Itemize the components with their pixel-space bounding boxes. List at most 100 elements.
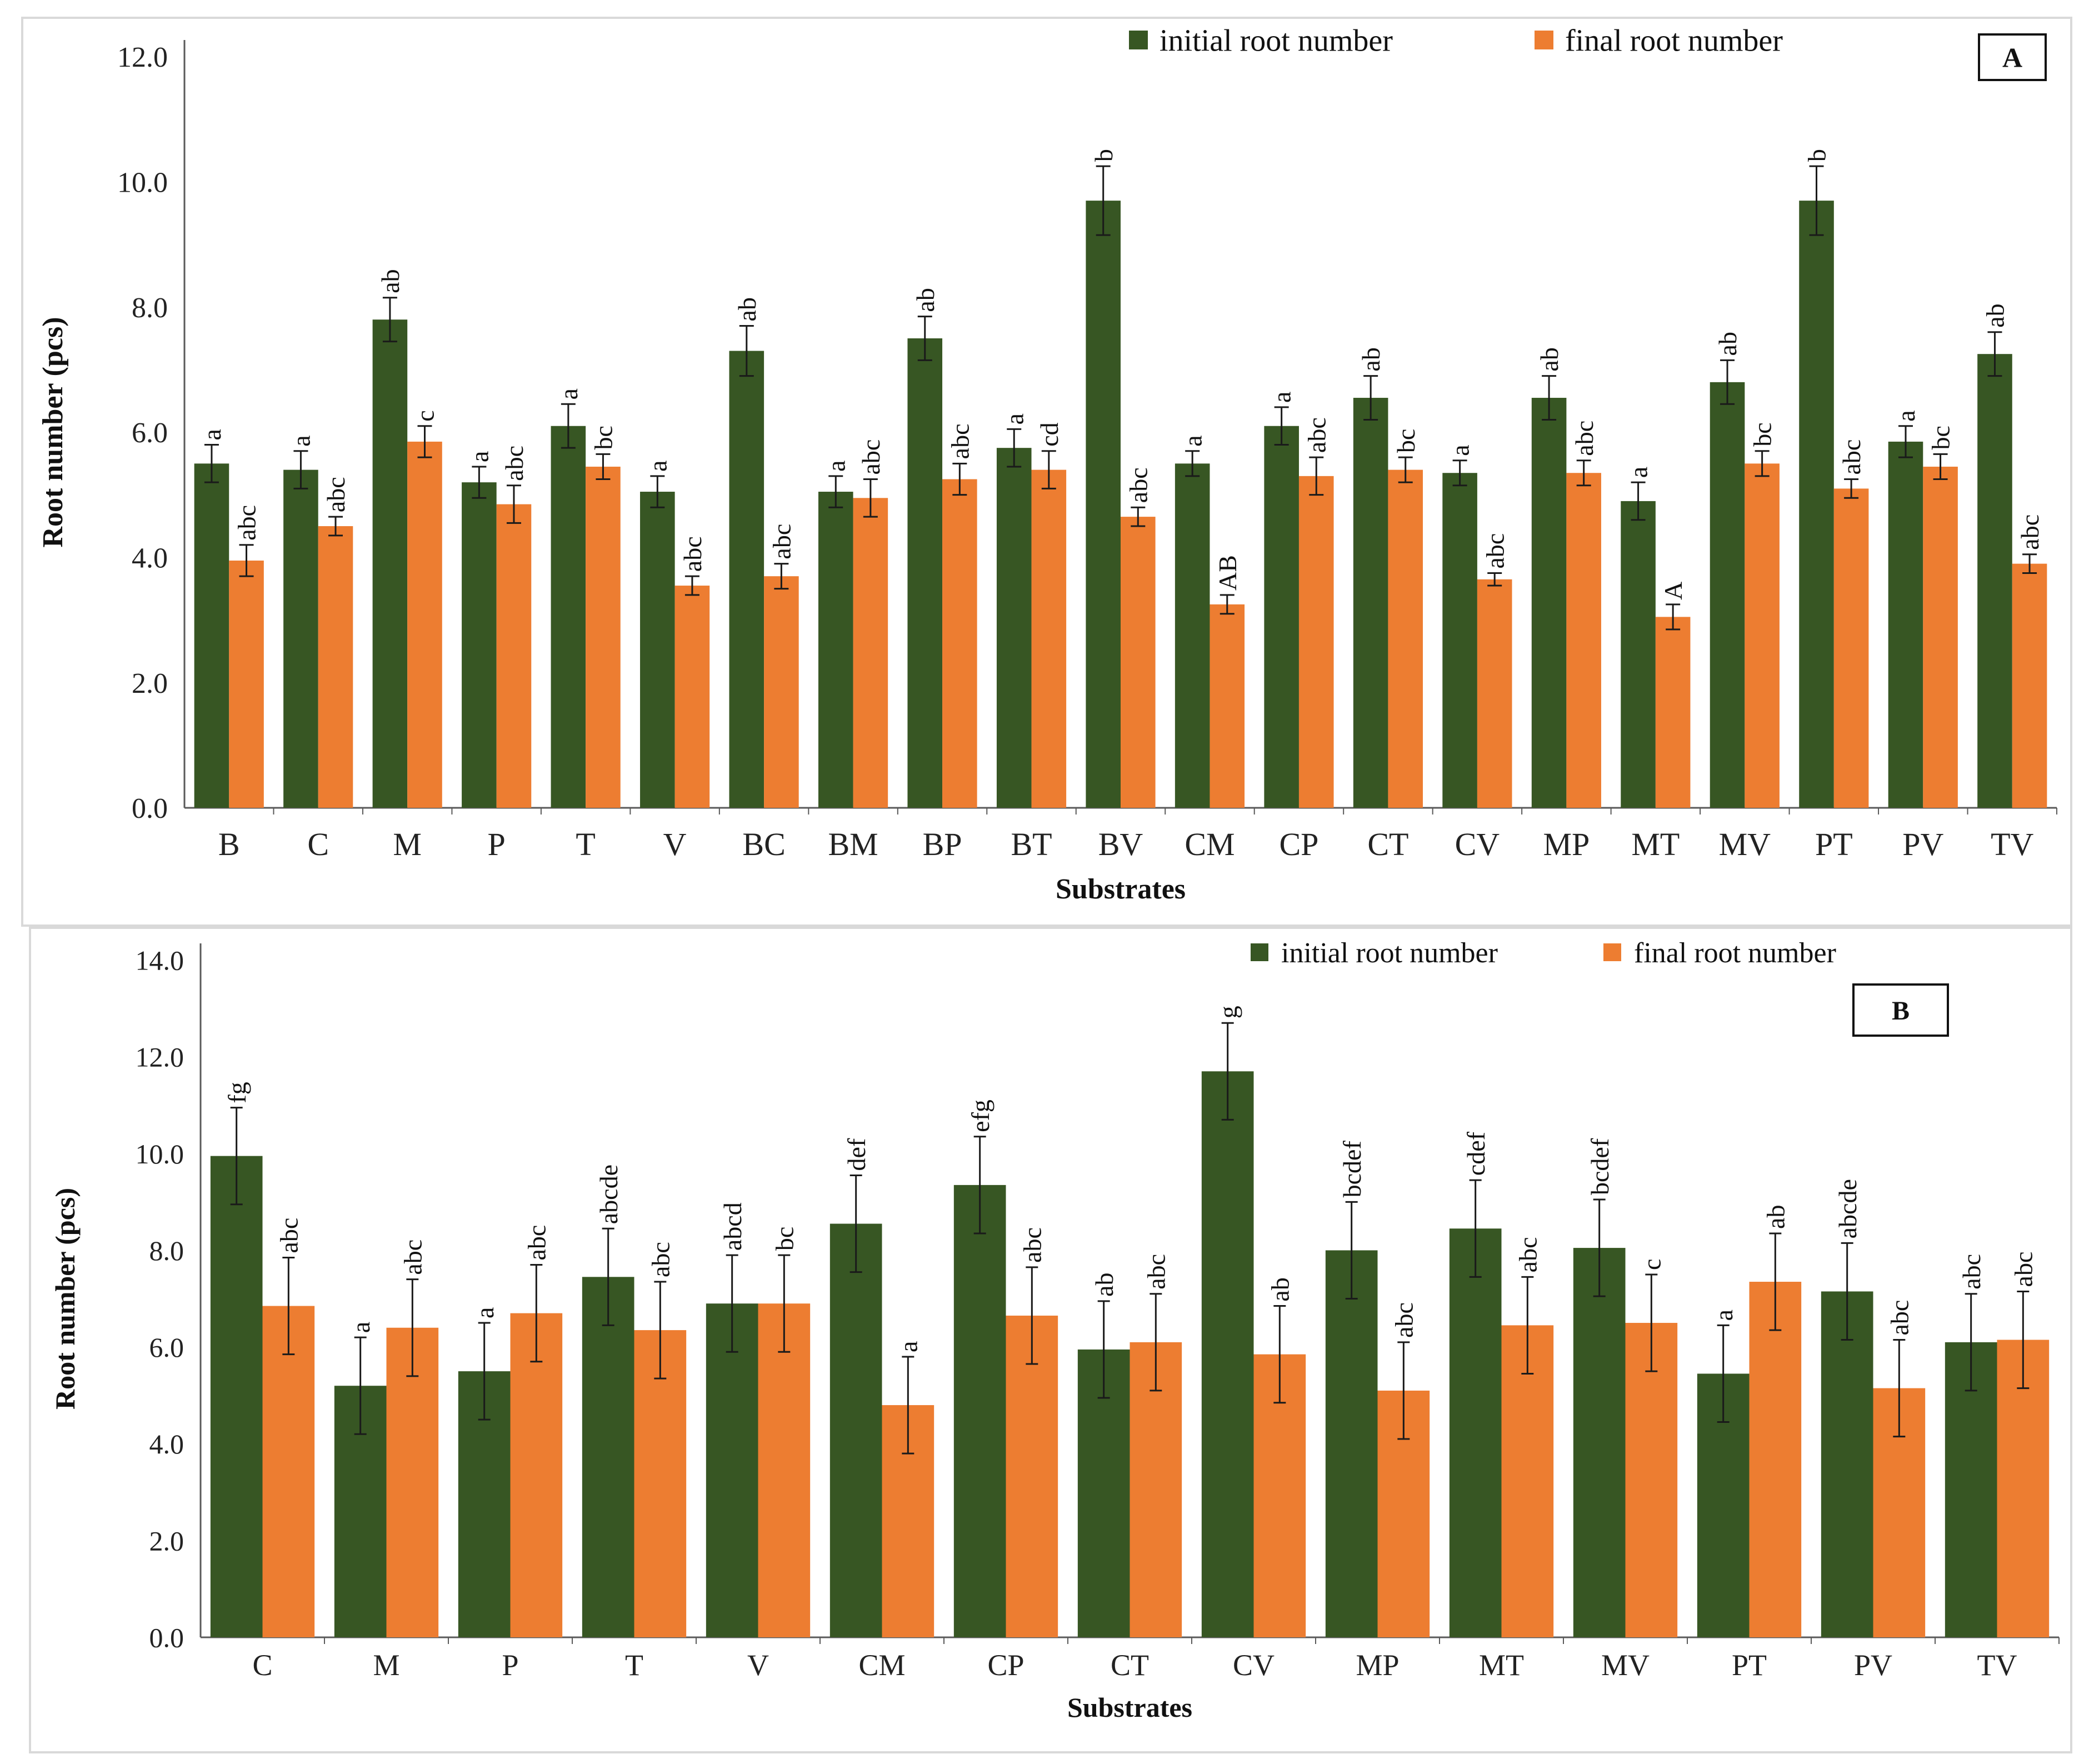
b-ytick-label: 12.0 — [136, 1042, 184, 1073]
b-sig-letter: abcd — [718, 1202, 747, 1251]
a-bar-final-bm — [853, 498, 888, 808]
b-legend-label-final: final root number — [1634, 937, 1836, 969]
b-panel-tag-label: B — [1892, 996, 1910, 1026]
a-bar-initial-t — [551, 426, 586, 808]
a-sig-letter: bc — [1392, 429, 1420, 453]
a-ytick-label: 12.0 — [117, 42, 168, 73]
a-bar-initial-ct — [1353, 398, 1388, 808]
b-sig-letter: cdef — [1462, 1131, 1490, 1176]
a-legend-label-initial: initial root number — [1160, 24, 1393, 58]
b-sig-letter: abc — [646, 1242, 674, 1277]
a-sig-letter: a — [643, 460, 672, 471]
a-xtick-label-pv: PV — [1902, 826, 1943, 862]
b-bar-final-pt — [1749, 1282, 1802, 1637]
b-x-axis-title: Substrates — [1067, 1692, 1192, 1723]
a-sig-letter: abc — [322, 477, 350, 512]
b-sig-letter: abcde — [594, 1165, 623, 1224]
b-sig-letter: a — [1710, 1310, 1738, 1321]
b-sig-letter: abc — [522, 1225, 551, 1261]
a-bar-final-pt — [1833, 488, 1869, 808]
chart-b-svg: 0.02.04.06.08.010.012.014.0CfgabcMaabcPa… — [49, 937, 2060, 1723]
b-sig-letter: c — [1637, 1259, 1666, 1270]
a-ytick-label: 10.0 — [117, 167, 168, 199]
b-sig-letter: abc — [1018, 1227, 1046, 1263]
b-sig-letter: ab — [1761, 1205, 1790, 1229]
b-ytick-label: 4.0 — [149, 1428, 184, 1460]
a-sig-letter: b — [1090, 149, 1118, 162]
b-sig-letter: abc — [1390, 1302, 1418, 1338]
a-bar-initial-bm — [818, 492, 853, 808]
b-sig-letter: fg — [223, 1082, 251, 1103]
b-bar-final-mt — [1501, 1325, 1554, 1637]
b-sig-letter: abcde — [1833, 1179, 1862, 1238]
a-bar-final-p — [496, 504, 532, 808]
a-xtick-label-pt: PT — [1815, 826, 1853, 862]
a-legend-swatch-final — [1535, 31, 1553, 49]
b-sig-letter: abc — [2009, 1252, 2037, 1287]
a-sig-letter: ab — [376, 269, 404, 293]
a-sig-letter: abc — [1302, 417, 1331, 453]
b-bar-initial-mv — [1573, 1248, 1626, 1637]
b-bar-initial-cm — [829, 1223, 882, 1637]
b-bar-initial-pv — [1821, 1291, 1873, 1637]
a-bar-final-cp — [1298, 476, 1334, 808]
b-sig-letter: bcdef — [1338, 1141, 1366, 1198]
b-bar-final-m — [386, 1327, 439, 1637]
b-sig-letter: ab — [1090, 1272, 1118, 1296]
a-ytick-label: 4.0 — [132, 543, 168, 574]
b-xtick-label-c: C — [252, 1648, 272, 1682]
b-sig-letter: abc — [1513, 1237, 1542, 1272]
a-bar-initial-cp — [1264, 426, 1299, 808]
b-sig-letter: a — [894, 1341, 922, 1352]
a-xtick-label-v: V — [663, 826, 687, 862]
a-xtick-label-bv: BV — [1098, 826, 1143, 862]
a-sig-letter: cd — [1035, 422, 1063, 446]
a-legend-label-final: final root number — [1565, 24, 1783, 58]
a-bar-final-m — [407, 441, 442, 808]
a-bar-initial-cv — [1442, 473, 1477, 808]
b-sig-letter: ab — [1266, 1277, 1294, 1301]
a-sig-letter: abc — [1570, 421, 1598, 456]
b-sig-letter: abc — [398, 1240, 427, 1275]
a-sig-letter: ab — [733, 297, 761, 321]
b-bar-initial-v — [706, 1303, 758, 1637]
a-sig-letter: a — [1000, 413, 1028, 424]
a-sig-letter: a — [1625, 467, 1653, 478]
a-bar-final-bc — [764, 576, 799, 808]
a-bar-initial-c — [283, 469, 318, 808]
a-bar-initial-tv — [1977, 354, 2012, 808]
a-sig-letter: a — [1178, 435, 1207, 446]
b-xtick-label-cp: CP — [987, 1648, 1024, 1682]
a-sig-letter: abc — [233, 505, 261, 541]
a-ytick-label: 8.0 — [132, 292, 168, 324]
a-xtick-label-cm: CM — [1185, 826, 1235, 862]
a-sig-letter: bc — [1748, 422, 1777, 446]
a-sig-letter: a — [1268, 392, 1296, 403]
a-sig-letter: ab — [911, 288, 939, 312]
a-bar-initial-pv — [1888, 441, 1923, 808]
b-sig-letter: abc — [1885, 1300, 1913, 1336]
b-sig-letter: abc — [1142, 1254, 1170, 1290]
a-bar-final-bt — [1031, 469, 1067, 808]
a-bar-initial-mp — [1531, 398, 1567, 808]
a-xtick-label-mp: MP — [1543, 826, 1590, 862]
a-bar-final-b — [229, 560, 264, 808]
a-legend-swatch-initial — [1129, 31, 1148, 49]
b-bar-final-p — [510, 1313, 563, 1637]
a-sig-letter: ab — [1535, 347, 1563, 371]
a-bar-final-v — [674, 586, 710, 808]
a-sig-letter: a — [198, 429, 226, 440]
a-sig-letter: AB — [1213, 555, 1242, 591]
b-sig-letter: def — [842, 1138, 871, 1171]
b-ytick-label: 10.0 — [136, 1138, 184, 1170]
b-bar-final-c — [262, 1306, 315, 1637]
b-bar-initial-mt — [1449, 1228, 1502, 1637]
a-xtick-label-mv: MV — [1719, 826, 1771, 862]
b-xtick-label-ct: CT — [1111, 1648, 1149, 1682]
a-sig-letter: a — [822, 460, 850, 471]
a-bar-final-t — [586, 466, 621, 808]
a-bar-final-pv — [1923, 466, 1958, 808]
a-panel-tag-box — [1978, 33, 2047, 81]
a-sig-letter: abc — [2016, 514, 2044, 550]
